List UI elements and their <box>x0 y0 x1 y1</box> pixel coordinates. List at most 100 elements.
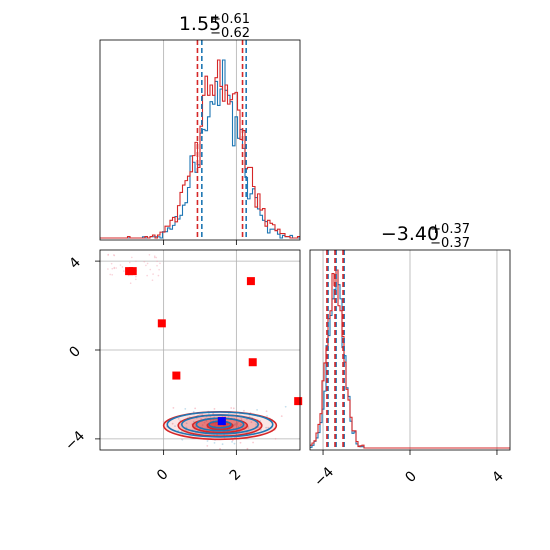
joint-red-marker <box>246 277 255 286</box>
joint-sample-dot <box>194 407 197 410</box>
joint-sample-dot <box>256 409 258 411</box>
joint-sample-dot <box>265 426 268 429</box>
joint-sample-dot <box>213 407 216 410</box>
joint-sample-dot <box>192 420 195 423</box>
joint-panel: 0 2 −404 <box>62 249 303 484</box>
joint-sample-dot <box>107 254 109 256</box>
joint-sample-dot <box>158 268 160 271</box>
joint-sample-dot <box>162 420 165 423</box>
joint-blue-marker <box>217 417 226 426</box>
marginal-x-title-lower: −0.62 <box>210 26 250 41</box>
joint-sample-dot <box>152 273 154 275</box>
joint-sample-dot <box>107 268 109 270</box>
marginal-y-histograms <box>310 269 510 449</box>
joint-sample-dot <box>243 409 245 412</box>
joint-sample-dot <box>145 264 147 267</box>
marginal-y-tick-label: −4 <box>311 464 337 490</box>
joint-sample-dot <box>128 261 131 264</box>
joint-sample-dot <box>232 407 235 410</box>
joint-sample-dot <box>206 444 209 447</box>
joint-sample-dot <box>250 421 253 424</box>
joint-red-marker <box>125 267 134 276</box>
marginal-x-histograms <box>100 59 300 239</box>
joint-sample-dot <box>113 267 116 270</box>
joint-sample-dot <box>248 415 251 418</box>
joint-points <box>125 267 303 426</box>
marginal-x-quantile-lines <box>196 40 247 240</box>
joint-sample-dot <box>200 418 203 420</box>
joint-sample-dot <box>149 268 152 271</box>
joint-sample-dot <box>219 448 221 450</box>
joint-sample-dot <box>131 256 133 259</box>
marginal-x-title: 1.55 <box>179 13 221 35</box>
joint-sample-dot <box>206 440 209 442</box>
joint-sample-dot <box>174 425 176 428</box>
joint-sample-dot <box>153 255 156 257</box>
joint-sample-dot <box>221 443 224 446</box>
joint-sample-dot <box>109 273 112 276</box>
joint-sample-dot <box>231 440 233 443</box>
joint-red-marker <box>248 358 257 367</box>
marginal-x-title-upper: +0.61 <box>210 12 250 27</box>
joint-sample-dot <box>155 256 158 259</box>
joint-sample-dot <box>284 405 287 408</box>
joint-sample-dot <box>247 427 250 429</box>
joint-sample-dot <box>113 254 116 257</box>
marginal-y-title: −3.40 <box>381 223 439 245</box>
marginal-y-ticks: −4 0 4 <box>311 450 507 490</box>
joint-red-marker <box>294 397 303 406</box>
joint-sample-dot <box>185 422 188 425</box>
joint-x-tick-label: 0 <box>154 466 172 484</box>
joint-sample-dot <box>192 411 195 413</box>
joint-contour-level <box>181 414 259 435</box>
joint-sample-dot <box>209 415 212 418</box>
joint-sample-dot <box>208 412 210 415</box>
joint-x-tick-label: 2 <box>227 466 245 484</box>
joint-sample-dot <box>260 429 262 431</box>
marginal-y-title-lower: −0.37 <box>430 236 470 251</box>
joint-contour-level <box>166 411 274 438</box>
marginal-x-title-value: 1.55 <box>179 13 221 35</box>
joint-sample-dot <box>121 266 124 268</box>
joint-sample-dot <box>115 267 118 269</box>
joint-sample-dot <box>177 429 180 432</box>
joint-red-marker <box>172 371 181 380</box>
marginal-y-panel: −4 0 4 −3.40 +0.37 −0.37 <box>309 222 511 490</box>
joint-sample-dot <box>171 422 174 425</box>
joint-sample-dot <box>172 406 175 409</box>
joint-sample-dot <box>205 420 208 423</box>
joint-sample-dot <box>135 278 137 281</box>
joint-sample-dot <box>146 262 149 265</box>
joint-sample-dot <box>233 424 235 427</box>
marginal-x-panel: 1.55 +0.61 −0.62 <box>99 12 301 245</box>
joint-y-ticks: −4 0 4 <box>62 254 100 454</box>
joint-sample-dot <box>236 422 239 425</box>
joint-contours <box>162 410 278 441</box>
joint-sample-dot <box>177 417 180 420</box>
marginal-y-tick-label: 0 <box>402 468 420 486</box>
joint-sample-dot <box>111 267 114 270</box>
joint-sample-dot <box>146 274 148 277</box>
joint-sample-dot <box>156 264 158 267</box>
joint-sample-dot <box>203 421 206 424</box>
joint-sample-dot <box>159 262 161 265</box>
joint-sample-dot <box>267 426 270 429</box>
joint-sample-dot <box>135 260 137 263</box>
joint-sample-dot <box>153 256 156 259</box>
marginal-y-quantile-lines <box>326 250 345 450</box>
joint-sample-dot <box>123 270 125 272</box>
marginal-x-grid <box>163 40 237 240</box>
joint-sample-dot <box>151 279 154 281</box>
marginal-y-title-value: −3.40 <box>381 223 439 245</box>
joint-red-marker <box>157 319 166 328</box>
marginal-x-hist-series <box>100 59 300 239</box>
joint-sample-dot <box>181 438 184 441</box>
joint-sample-dot <box>111 273 114 276</box>
joint-sample-dot <box>184 408 187 410</box>
marginal-x-frame <box>99 39 301 241</box>
joint-sample-dot <box>265 410 268 413</box>
marginal-y-grid <box>322 250 498 450</box>
joint-sample-dot <box>148 253 151 256</box>
joint-sample-dot <box>266 415 268 417</box>
